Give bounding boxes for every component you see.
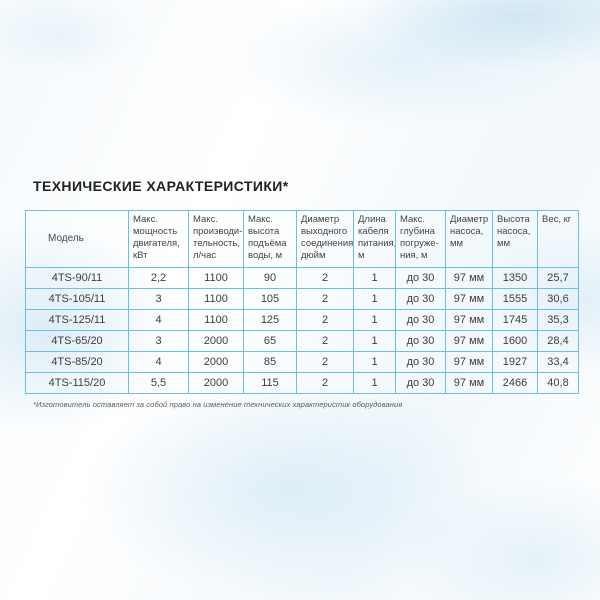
cell: 30,6 <box>537 288 579 310</box>
cell: 115 <box>243 372 297 394</box>
cell: 1 <box>353 372 396 394</box>
page-title: ТЕХНИЧЕСКИЕ ХАРАКТЕРИСТИКИ* <box>33 178 289 194</box>
cell: 2,2 <box>128 267 189 289</box>
column-header-cable-length: Длина кабеля питания, м <box>353 210 396 268</box>
cell: 2 <box>296 309 354 331</box>
cell: 2 <box>296 288 354 310</box>
cell: 2000 <box>188 330 244 352</box>
cell: 3 <box>128 330 189 352</box>
cell: 2 <box>296 372 354 394</box>
cell: 97 мм <box>445 267 493 289</box>
cell: 85 <box>243 351 297 373</box>
cell: 1 <box>353 309 396 331</box>
cell: 2 <box>296 351 354 373</box>
cell: 25,7 <box>537 267 579 289</box>
cell: 40,8 <box>537 372 579 394</box>
cell: 97 мм <box>445 309 493 331</box>
table-row: 4TS-85/20 4 2000 85 2 1 до 30 97 мм 1927… <box>25 351 579 373</box>
cell: до 30 <box>395 288 446 310</box>
cell: 3 <box>128 288 189 310</box>
cell: до 30 <box>395 309 446 331</box>
column-header-capacity: Макс. производи- тельность, л/час <box>188 210 244 268</box>
cell: 105 <box>243 288 297 310</box>
cell: 1 <box>353 288 396 310</box>
cell: до 30 <box>395 267 446 289</box>
table-row: 4TS-65/20 3 2000 65 2 1 до 30 97 мм 1600… <box>25 330 579 352</box>
cell: 1100 <box>188 309 244 331</box>
cell: 4 <box>128 351 189 373</box>
cell: 2000 <box>188 351 244 373</box>
cell: до 30 <box>395 372 446 394</box>
cell-model: 4TS-105/11 <box>25 288 129 310</box>
cell: 1927 <box>492 351 538 373</box>
cell: 33,4 <box>537 351 579 373</box>
column-header-model: Модель <box>25 210 129 268</box>
cell: 2 <box>296 267 354 289</box>
cell: 1 <box>353 330 396 352</box>
header-row: Модель Макс. мощность двигателя, кВт Мак… <box>25 210 579 268</box>
footnote: *Изготовитель оставляет за собой право н… <box>33 400 403 409</box>
cell: 1 <box>353 267 396 289</box>
cell: 125 <box>243 309 297 331</box>
cell-model: 4TS-65/20 <box>25 330 129 352</box>
cell: 97 мм <box>445 351 493 373</box>
cell: 65 <box>243 330 297 352</box>
cell: 1100 <box>188 288 244 310</box>
cell: до 30 <box>395 351 446 373</box>
column-header-weight: Вес, кг <box>537 210 579 268</box>
table-row: 4TS-125/11 4 1100 125 2 1 до 30 97 мм 17… <box>25 309 579 331</box>
cell: 35,3 <box>537 309 579 331</box>
specs-table: Модель Макс. мощность двигателя, кВт Мак… <box>25 210 579 394</box>
cell: 4 <box>128 309 189 331</box>
cell: до 30 <box>395 330 446 352</box>
cell-model: 4TS-115/20 <box>25 372 129 394</box>
cell: 1555 <box>492 288 538 310</box>
cell-model: 4TS-90/11 <box>25 267 129 289</box>
cell: 97 мм <box>445 372 493 394</box>
cell: 2466 <box>492 372 538 394</box>
cell-model: 4TS-125/11 <box>25 309 129 331</box>
column-header-motor-power: Макс. мощность двигателя, кВт <box>128 210 189 268</box>
table-row: 4TS-105/11 3 1100 105 2 1 до 30 97 мм 15… <box>25 288 579 310</box>
cell: 90 <box>243 267 297 289</box>
table-row: 4TS-115/20 5,5 2000 115 2 1 до 30 97 мм … <box>25 372 579 394</box>
cell: 1 <box>353 351 396 373</box>
cell: 97 мм <box>445 330 493 352</box>
column-header-pump-diameter: Диаметр насоса, мм <box>445 210 493 268</box>
cell: 1600 <box>492 330 538 352</box>
table-row: 4TS-90/11 2,2 1100 90 2 1 до 30 97 мм 13… <box>25 267 579 289</box>
cell: 5,5 <box>128 372 189 394</box>
cell-model: 4TS-85/20 <box>25 351 129 373</box>
column-header-pump-height: Высота насоса, мм <box>492 210 538 268</box>
cell: 97 мм <box>445 288 493 310</box>
cell: 1350 <box>492 267 538 289</box>
column-header-outlet-diameter: Диаметр выходного соединения, дюйм <box>296 210 354 268</box>
cell: 2000 <box>188 372 244 394</box>
cell: 1745 <box>492 309 538 331</box>
cell: 2 <box>296 330 354 352</box>
cell: 1100 <box>188 267 244 289</box>
column-header-immersion-depth: Макс. глубина погруже- ния, м <box>395 210 446 268</box>
cell: 28,4 <box>537 330 579 352</box>
column-header-lift-height: Макс. высота подъёма воды, м <box>243 210 297 268</box>
